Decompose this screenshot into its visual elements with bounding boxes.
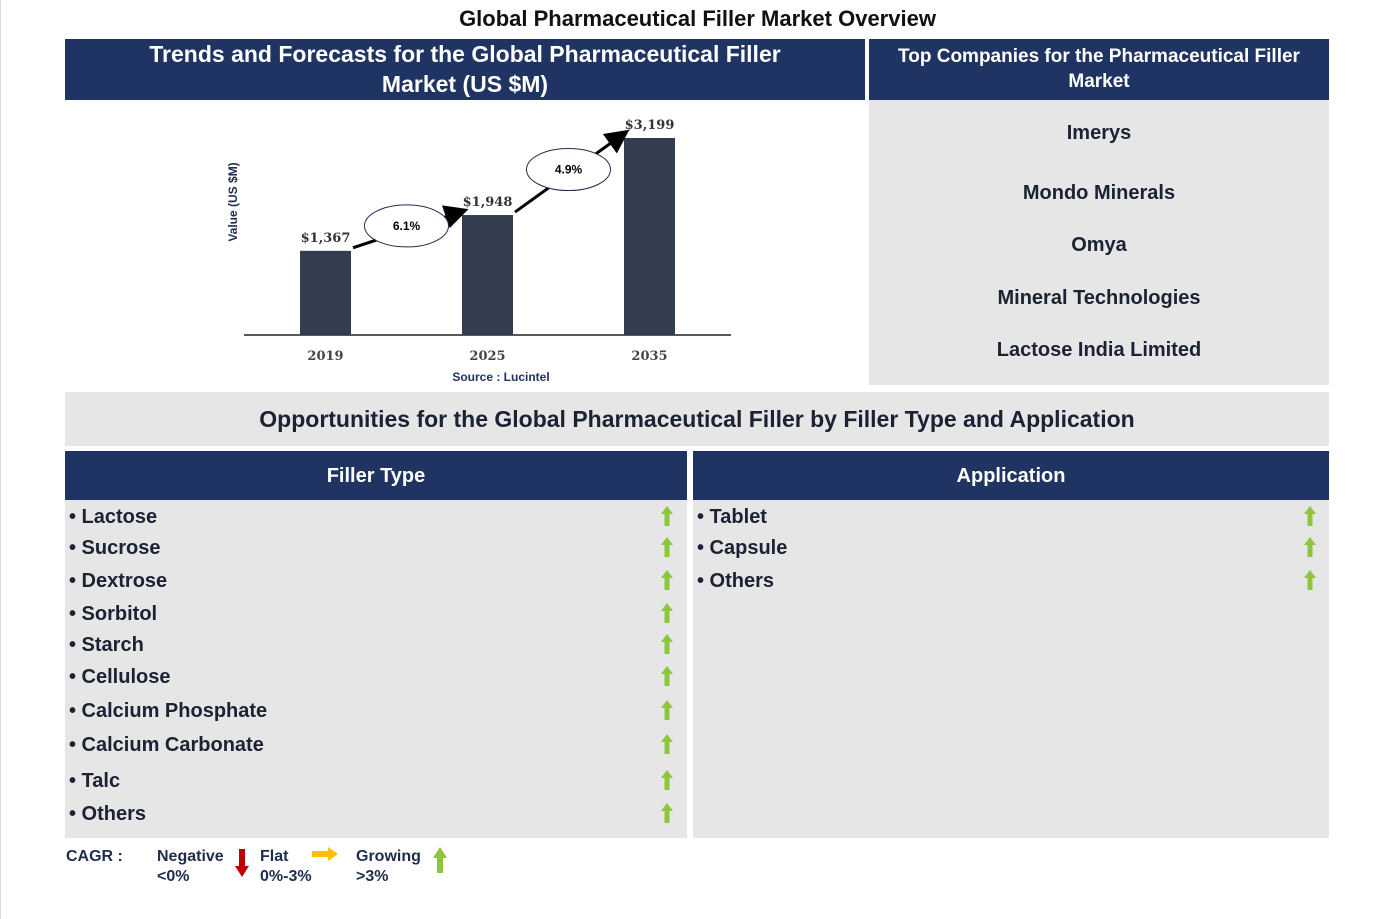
bar-2035: [624, 138, 675, 335]
bar-chart: Value (US $M) Source : Lucintel $1,367 20…: [226, 118, 731, 384]
growing-arrow-icon: [661, 570, 673, 590]
company-item: Omya: [1071, 234, 1127, 256]
legend-growing: Growing >3%: [356, 848, 421, 885]
down-arrow-icon: [235, 849, 249, 877]
company-item: Mondo Minerals: [1022, 182, 1176, 204]
cagr-ellipse: [526, 148, 611, 192]
growing-arrow-icon: [1304, 570, 1316, 590]
chart-panel-title: Trends and Forecasts for the Global Phar…: [65, 39, 865, 100]
list-item: • Others: [69, 803, 147, 825]
list-item: • Calcium Phosphate: [69, 700, 268, 722]
list-item: • Sorbitol: [69, 603, 158, 625]
legend-flat: Flat 0%-3%: [260, 848, 312, 885]
growing-arrow-icon: [1304, 506, 1316, 526]
cagr-label: 6.1%: [393, 219, 421, 233]
company-item: Mineral Technologies: [997, 287, 1201, 309]
x-tick-label: 2025: [469, 349, 505, 364]
cagr-legend-label: CAGR :: [66, 848, 123, 865]
company-item: Lactose India Limited: [996, 339, 1202, 361]
list-item: • Lactose: [69, 506, 158, 528]
list-item: • Starch: [69, 634, 144, 656]
right-arrow-icon: [312, 847, 338, 861]
value-label: $1,367: [301, 231, 351, 246]
growing-arrow-icon: [661, 537, 673, 557]
growing-arrow-icon: [661, 506, 673, 526]
y-axis-label: Value (US $M): [226, 162, 240, 241]
growing-arrow-icon: [661, 603, 673, 623]
legend-negative: Negative <0%: [157, 848, 224, 885]
x-tick-label: 2019: [307, 349, 343, 364]
list-item: • Calcium Carbonate: [69, 734, 264, 756]
opportunities-title: Opportunities for the Global Pharmaceuti…: [65, 392, 1329, 446]
list-item: • Tablet: [697, 506, 767, 528]
growing-arrow-icon: [661, 770, 673, 790]
filler-type-panel: [65, 500, 687, 838]
companies-panel: [869, 100, 1329, 385]
source-label: Source : Lucintel: [452, 370, 549, 384]
bar-2019: [300, 250, 351, 335]
list-item: • Dextrose: [69, 570, 168, 592]
list-item: • Others: [697, 570, 775, 592]
application-header: Application: [693, 451, 1329, 500]
cagr-ellipse: [364, 204, 449, 248]
growing-arrow-icon: [661, 666, 673, 686]
page-title: Global Pharmaceutical Filler Market Over…: [459, 6, 936, 31]
company-item: Imerys: [1066, 122, 1132, 144]
list-item: • Capsule: [697, 537, 788, 559]
list-item: • Sucrose: [69, 537, 161, 559]
bar-2025: [462, 215, 513, 335]
application-panel: [693, 500, 1329, 838]
up-arrow-icon: [433, 847, 447, 873]
list-item: • Talc: [69, 770, 121, 792]
growing-arrow-icon: [661, 803, 673, 823]
list-item: • Cellulose: [69, 666, 171, 688]
value-label: $3,199: [625, 118, 675, 133]
growing-arrow-icon: [661, 700, 673, 720]
growing-arrow-icon: [1304, 537, 1316, 557]
cagr-label: 4.9%: [555, 163, 583, 177]
x-tick-label: 2035: [631, 349, 667, 364]
growing-arrow-icon: [661, 634, 673, 654]
growing-arrow-icon: [661, 734, 673, 754]
value-label: $1,948: [463, 195, 513, 210]
companies-title: Top Companies for the Pharmaceutical Fil…: [869, 39, 1329, 100]
filler-type-header: Filler Type: [65, 451, 687, 500]
